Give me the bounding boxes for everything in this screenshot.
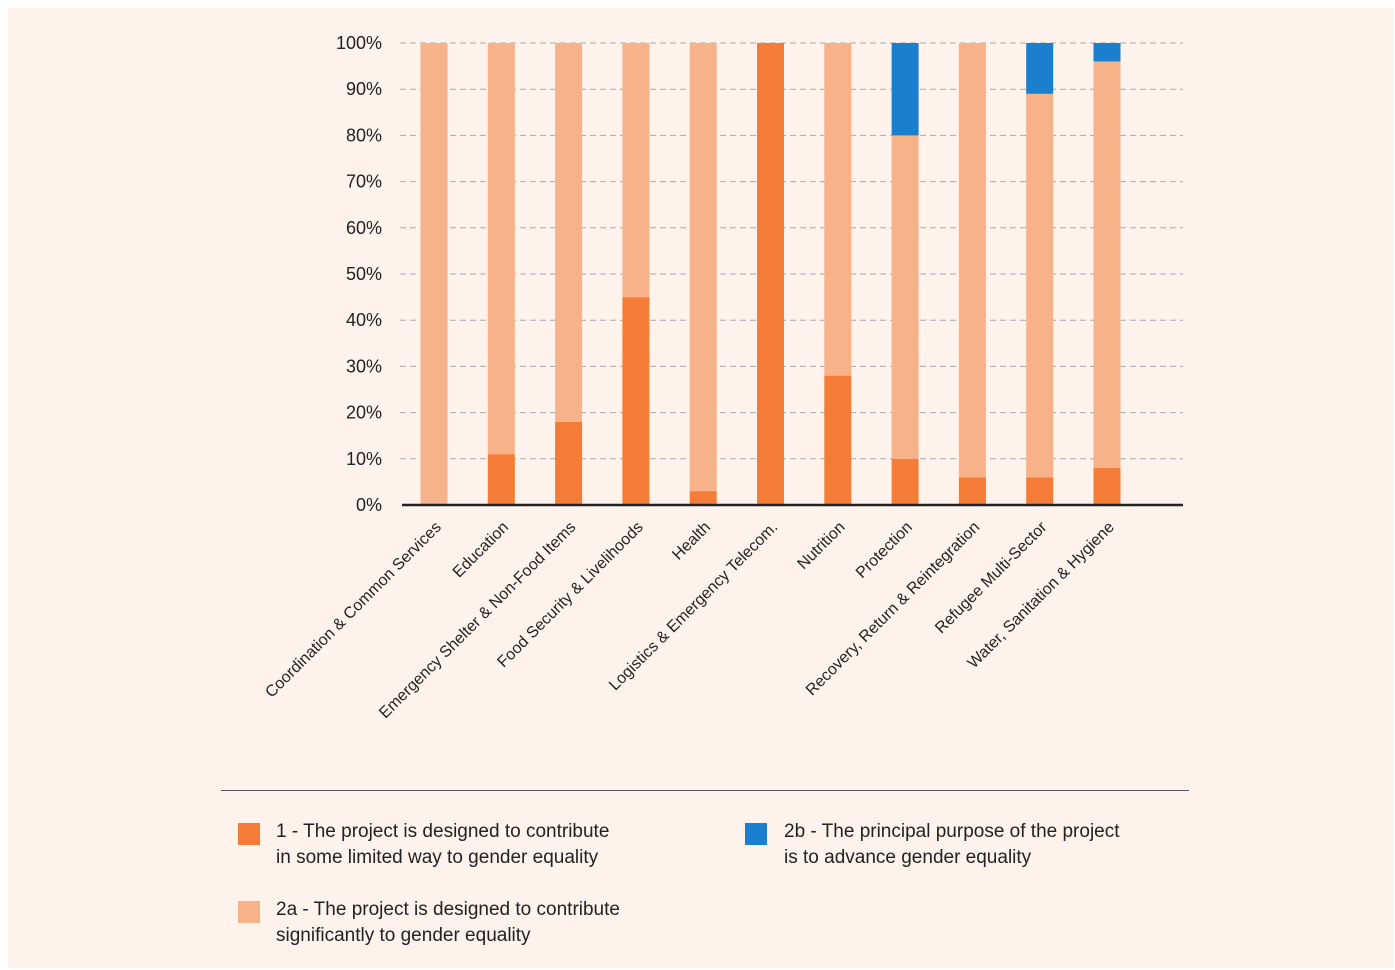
legend-label-1: 1 - The project is designed to contribut… (276, 819, 609, 871)
legend-label-2b-line1: 2b - The principal purpose of the projec… (784, 821, 1120, 842)
x-category-label: Education (450, 519, 512, 581)
bar-segment (1026, 93, 1054, 478)
bar-segment (757, 43, 784, 505)
legend-swatch-2a (238, 901, 260, 923)
x-category-label: Food Security & Livelihoods (494, 519, 646, 671)
chart-panel: 0% 10% 20% 30% 40% 50% 60% 70% 80% 90% 100% Coordin… (8, 8, 1393, 968)
x-category-label: Protection (853, 519, 916, 582)
bar-segment (891, 43, 919, 136)
bar-segment (1026, 477, 1054, 505)
legend-label-2b-line2: is to advance gender equality (784, 847, 1032, 868)
y-tick-label: 10% (346, 449, 382, 469)
y-tick-label: 30% (346, 356, 382, 376)
bar-segment (1093, 61, 1121, 469)
bar-segment (891, 135, 919, 459)
bar-segment (689, 43, 717, 492)
bar-segment (958, 477, 986, 505)
legend-label-1-line2: in some limited way to gender equality (276, 847, 599, 868)
y-tick-label: 80% (346, 125, 382, 145)
bar-segment (555, 43, 583, 422)
bar-segment (487, 454, 515, 505)
legend-swatch-2b (745, 823, 767, 845)
legend-swatch-1 (238, 823, 260, 845)
bar-segment (487, 43, 515, 455)
y-tick-label: 100% (336, 33, 382, 53)
bar-segment (1093, 43, 1121, 62)
bar-segment (555, 421, 583, 505)
bar-segment (891, 458, 919, 505)
x-category-label: Health (669, 519, 714, 564)
x-category-label: Water, Sanitation & Hygiene (965, 519, 1118, 672)
bar-segment (1026, 43, 1054, 94)
y-tick-label: 50% (346, 264, 382, 284)
legend-label-2a-line2: significantly to gender equality (276, 925, 531, 946)
bar-segment (689, 491, 717, 505)
bar-segment (824, 375, 852, 505)
legend-label-2b: 2b - The principal purpose of the projec… (784, 819, 1120, 871)
legend-divider (221, 790, 1189, 791)
bar-segment (1093, 468, 1121, 505)
y-tick-label: 40% (346, 310, 382, 330)
bar-segment (622, 43, 650, 298)
y-tick-label: 60% (346, 218, 382, 238)
x-category-label: Refugee Multi-Sector (932, 518, 1051, 637)
y-tick-label: 20% (346, 403, 382, 423)
legend-label-2a-line1: 2a - The project is designed to contribu… (276, 899, 620, 920)
stacked-bar-chart: 0%10%20%30%40%50%60%70%80%90%100%Coordin… (262, 33, 1183, 722)
y-tick-label: 70% (346, 172, 382, 192)
y-tick-label: 0% (356, 495, 382, 515)
bar-segment (622, 297, 650, 505)
bar-segment (958, 43, 986, 478)
y-tick-label: 90% (346, 79, 382, 99)
x-category-label: Nutrition (794, 519, 848, 573)
bar-segment (420, 43, 448, 505)
bar-segment (824, 43, 852, 376)
legend-label-1-line1: 1 - The project is designed to contribut… (276, 821, 610, 842)
legend-label-2a: 2a - The project is designed to contribu… (276, 897, 620, 949)
